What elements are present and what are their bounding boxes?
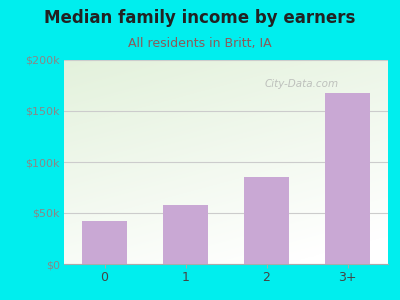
Text: City-Data.com: City-Data.com [265, 80, 339, 89]
Bar [82, 221, 127, 264]
Text: Median family income by earners: Median family income by earners [44, 9, 356, 27]
Text: All residents in Britt, IA: All residents in Britt, IA [128, 38, 272, 50]
Bar [244, 177, 289, 264]
Bar [325, 93, 370, 264]
Bar [163, 205, 208, 264]
